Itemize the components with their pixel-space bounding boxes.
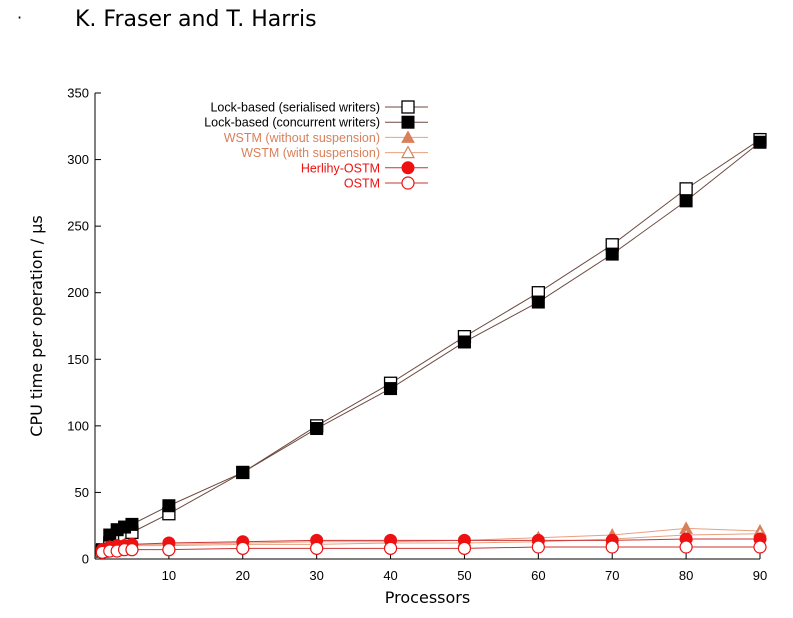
data-point-s5-11 <box>605 540 619 554</box>
page-header: · K. Fraser and T. Harris <box>0 0 793 50</box>
x-tick-label: 70 <box>605 568 619 583</box>
legend-label-2: WSTM (without suspension) <box>224 131 380 145</box>
data-point-s5-12 <box>679 540 693 554</box>
legend-marker-1 <box>401 115 415 129</box>
data-point-s1-7 <box>310 422 324 436</box>
data-point-s1-6 <box>236 465 250 479</box>
series-line-5 <box>102 546 760 553</box>
x-tick-label: 50 <box>457 568 471 583</box>
data-point-s5-13 <box>753 540 767 554</box>
bullet-mark: · <box>17 8 23 27</box>
y-tick-label: 150 <box>67 352 89 367</box>
data-point-s1-5 <box>162 499 176 513</box>
data-point-s5-10 <box>531 540 545 554</box>
y-tick-label: 300 <box>67 152 89 167</box>
y-tick-label: 250 <box>67 219 89 234</box>
data-point-s5-5 <box>162 543 176 557</box>
data-point-s1-4 <box>125 517 139 531</box>
x-axis-title: Processors <box>385 588 470 607</box>
series-line-0 <box>102 139 761 552</box>
data-point-s1-9 <box>457 335 471 349</box>
data-point-s1-8 <box>384 382 398 396</box>
x-tick-label: 90 <box>753 568 767 583</box>
data-point-s5-4 <box>125 543 139 557</box>
data-point-s5-6 <box>236 541 250 555</box>
y-axis-title: CPU time per operation / µs <box>27 215 46 436</box>
data-point-s5-7 <box>310 541 324 555</box>
x-tick-label: 60 <box>531 568 545 583</box>
data-point-s1-13 <box>753 135 767 149</box>
x-tick-label: 80 <box>679 568 693 583</box>
data-point-s1-10 <box>531 295 545 309</box>
data-point-s5-8 <box>383 541 398 555</box>
data-point-s0-12 <box>679 182 693 196</box>
legend-label-1: Lock-based (concurrent writers) <box>204 116 380 130</box>
x-tick-label: 10 <box>162 568 176 583</box>
data-point-s1-11 <box>605 247 619 261</box>
y-tick-label: 0 <box>82 552 89 567</box>
data-point-s5-9 <box>457 541 472 555</box>
legend-marker-2 <box>401 130 415 143</box>
x-tick-label: 40 <box>383 568 397 583</box>
x-tick-label: 30 <box>309 568 323 583</box>
y-tick-label: 50 <box>75 485 89 500</box>
legend-label-4: Herlihy-OSTM <box>301 161 380 175</box>
y-tick-label: 200 <box>67 285 89 300</box>
legend-label-0: Lock-based (serialised writers) <box>210 101 380 115</box>
legend-marker-4 <box>401 161 415 175</box>
series-line-1 <box>101 141 761 550</box>
legend-label-5: OSTM <box>344 177 380 191</box>
legend-marker-0 <box>401 100 415 114</box>
page-title: K. Fraser and T. Harris <box>75 7 317 32</box>
y-tick-label: 350 <box>67 86 89 101</box>
data-point-s1-12 <box>679 194 693 208</box>
legend-marker-3 <box>400 145 416 159</box>
legend-marker-5 <box>401 176 415 190</box>
legend-label-3: WSTM (with suspension) <box>241 146 380 160</box>
y-tick-label: 100 <box>67 418 89 433</box>
x-tick-label: 20 <box>236 568 250 583</box>
